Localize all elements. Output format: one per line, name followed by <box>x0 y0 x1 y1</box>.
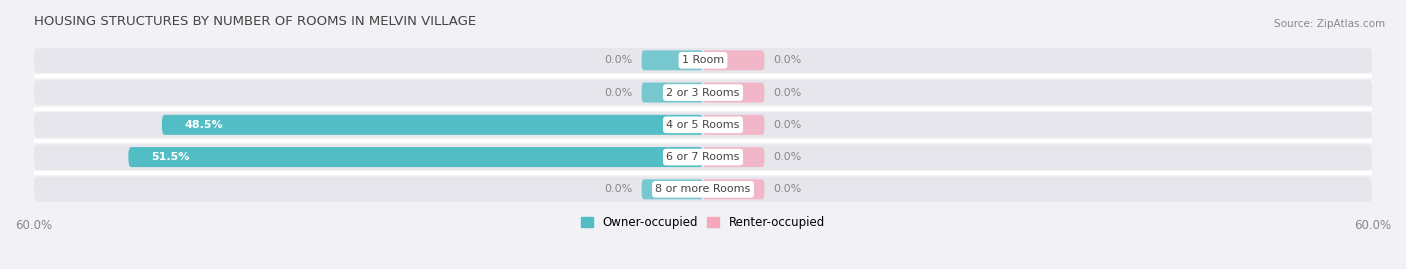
FancyBboxPatch shape <box>34 112 1372 137</box>
FancyBboxPatch shape <box>34 177 1372 202</box>
Legend: Owner-occupied, Renter-occupied: Owner-occupied, Renter-occupied <box>581 216 825 229</box>
Text: 1 Room: 1 Room <box>682 55 724 65</box>
Text: HOUSING STRUCTURES BY NUMBER OF ROOMS IN MELVIN VILLAGE: HOUSING STRUCTURES BY NUMBER OF ROOMS IN… <box>34 15 475 28</box>
Text: 0.0%: 0.0% <box>773 120 801 130</box>
FancyBboxPatch shape <box>641 50 703 70</box>
Text: 6 or 7 Rooms: 6 or 7 Rooms <box>666 152 740 162</box>
Text: 51.5%: 51.5% <box>150 152 188 162</box>
FancyBboxPatch shape <box>34 80 1372 105</box>
FancyBboxPatch shape <box>703 50 765 70</box>
FancyBboxPatch shape <box>703 83 765 102</box>
Text: 4 or 5 Rooms: 4 or 5 Rooms <box>666 120 740 130</box>
FancyBboxPatch shape <box>128 147 703 167</box>
FancyBboxPatch shape <box>703 115 765 135</box>
FancyBboxPatch shape <box>34 144 1372 170</box>
FancyBboxPatch shape <box>641 83 703 102</box>
FancyBboxPatch shape <box>162 115 703 135</box>
FancyBboxPatch shape <box>703 147 765 167</box>
Text: 8 or more Rooms: 8 or more Rooms <box>655 184 751 194</box>
Text: 0.0%: 0.0% <box>605 184 633 194</box>
Text: 0.0%: 0.0% <box>773 88 801 98</box>
Text: 0.0%: 0.0% <box>773 55 801 65</box>
Text: 0.0%: 0.0% <box>773 152 801 162</box>
FancyBboxPatch shape <box>703 179 765 199</box>
FancyBboxPatch shape <box>641 179 703 199</box>
FancyBboxPatch shape <box>34 48 1372 73</box>
Text: 2 or 3 Rooms: 2 or 3 Rooms <box>666 88 740 98</box>
Text: 0.0%: 0.0% <box>605 88 633 98</box>
Text: 0.0%: 0.0% <box>605 55 633 65</box>
Text: Source: ZipAtlas.com: Source: ZipAtlas.com <box>1274 19 1385 29</box>
Text: 0.0%: 0.0% <box>773 184 801 194</box>
Text: 48.5%: 48.5% <box>184 120 222 130</box>
